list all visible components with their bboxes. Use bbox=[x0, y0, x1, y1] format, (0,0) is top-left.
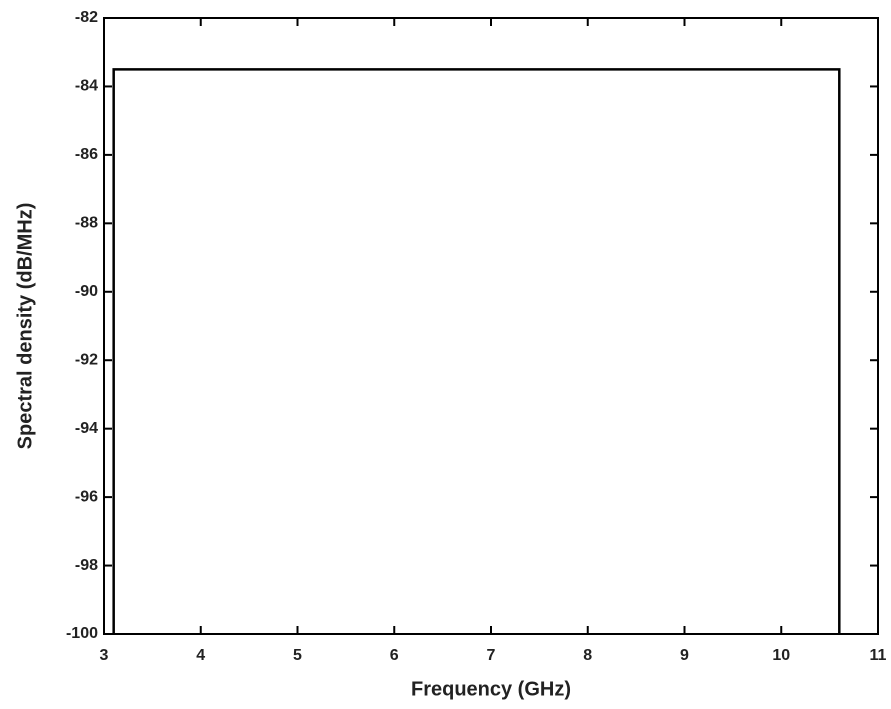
y-axis-label: Spectral density (dB/MHz) bbox=[14, 203, 36, 450]
x-tick-label: 6 bbox=[390, 647, 399, 664]
y-tick-label: -82 bbox=[75, 9, 98, 26]
x-tick-label: 11 bbox=[870, 647, 887, 664]
x-tick-label: 10 bbox=[772, 647, 790, 664]
y-tick-label: -94 bbox=[75, 420, 98, 437]
data-line bbox=[112, 68, 841, 634]
y-tick-label: -92 bbox=[75, 351, 98, 368]
x-tick-label: 4 bbox=[196, 647, 205, 664]
x-tick-label: 9 bbox=[680, 647, 689, 664]
y-tick-label: -100 bbox=[66, 625, 98, 642]
x-tick-label: 5 bbox=[293, 647, 302, 664]
y-tick-label: -98 bbox=[75, 557, 98, 574]
plot-frame bbox=[103, 17, 879, 635]
x-tick-label: 3 bbox=[100, 647, 109, 664]
x-tick-label: 8 bbox=[583, 647, 592, 664]
y-tick-label: -96 bbox=[75, 488, 98, 505]
x-axis-label: Frequency (GHz) bbox=[411, 678, 571, 700]
y-tick-label: -84 bbox=[75, 78, 98, 95]
y-tick-label: -86 bbox=[75, 146, 98, 163]
y-tick-label: -88 bbox=[75, 215, 98, 232]
y-tick-label: -90 bbox=[75, 283, 98, 300]
x-tick-label: 7 bbox=[487, 647, 496, 664]
